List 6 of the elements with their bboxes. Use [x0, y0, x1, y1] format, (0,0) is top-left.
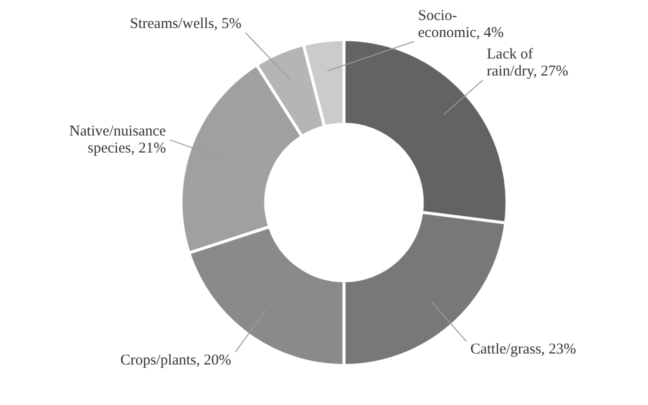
slice-label: Lack of rain/dry, 27% — [486, 46, 568, 80]
slice-label: Cattle/grass, 23% — [470, 342, 576, 358]
slice-label: Crops/plants, 20% — [120, 352, 232, 369]
slice-label: Socio-economic, 4% — [418, 8, 504, 41]
slice-label: Native/nuisance species, 21% — [69, 123, 166, 156]
slice-label: Streams/wells, 5% — [130, 16, 242, 32]
